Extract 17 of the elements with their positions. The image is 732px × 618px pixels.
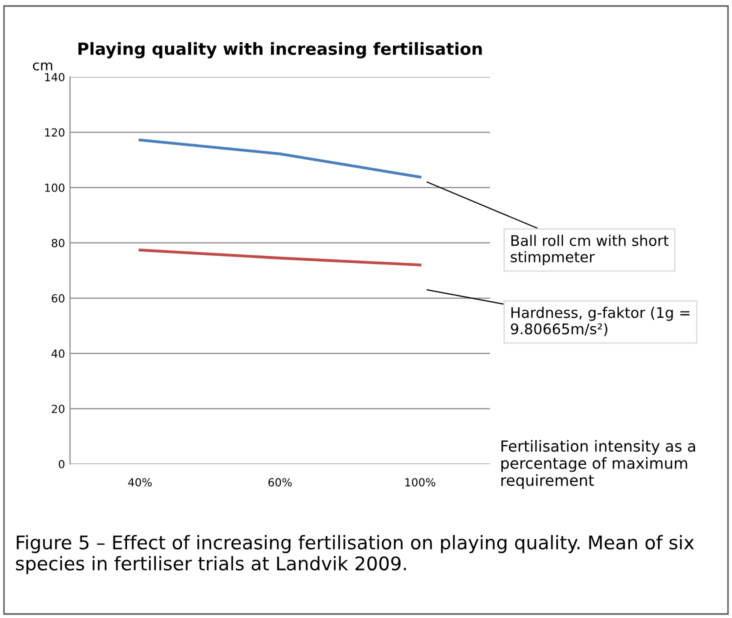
- y-axis-title: cm: [32, 62, 52, 70]
- x-tick-label: 40%: [128, 478, 152, 486]
- text: Hardness, g-faktor (1g = 9.80665m/s²): [510, 306, 690, 336]
- y-tick-label: 140: [45, 72, 64, 82]
- x-tick-label: 60%: [268, 478, 292, 486]
- text: Ball roll cm with short stimpmeter: [510, 234, 669, 266]
- y-tick-label: 60: [52, 294, 64, 303]
- y-tick-label: 120: [45, 128, 64, 137]
- caption: Figure 5 – Effect of increasing fertilisation on playing quality. Mean of six species in fertiliser trials at Landvik 2009.: [16, 535, 694, 574]
- y-tick-label: 80: [52, 238, 64, 248]
- y-tick-label: 0: [58, 460, 64, 468]
- y-tick-label: 100: [45, 184, 64, 192]
- chart-title: Playing quality with increasing fertilisation: [78, 42, 482, 58]
- y-tick-label: 40: [52, 349, 64, 358]
- x-axis-title: Fertilisation intensity as a percentage of maximum requirement: [501, 440, 696, 489]
- y-tick-label: 20: [52, 404, 64, 414]
- x-tick-label: 100%: [405, 478, 436, 486]
